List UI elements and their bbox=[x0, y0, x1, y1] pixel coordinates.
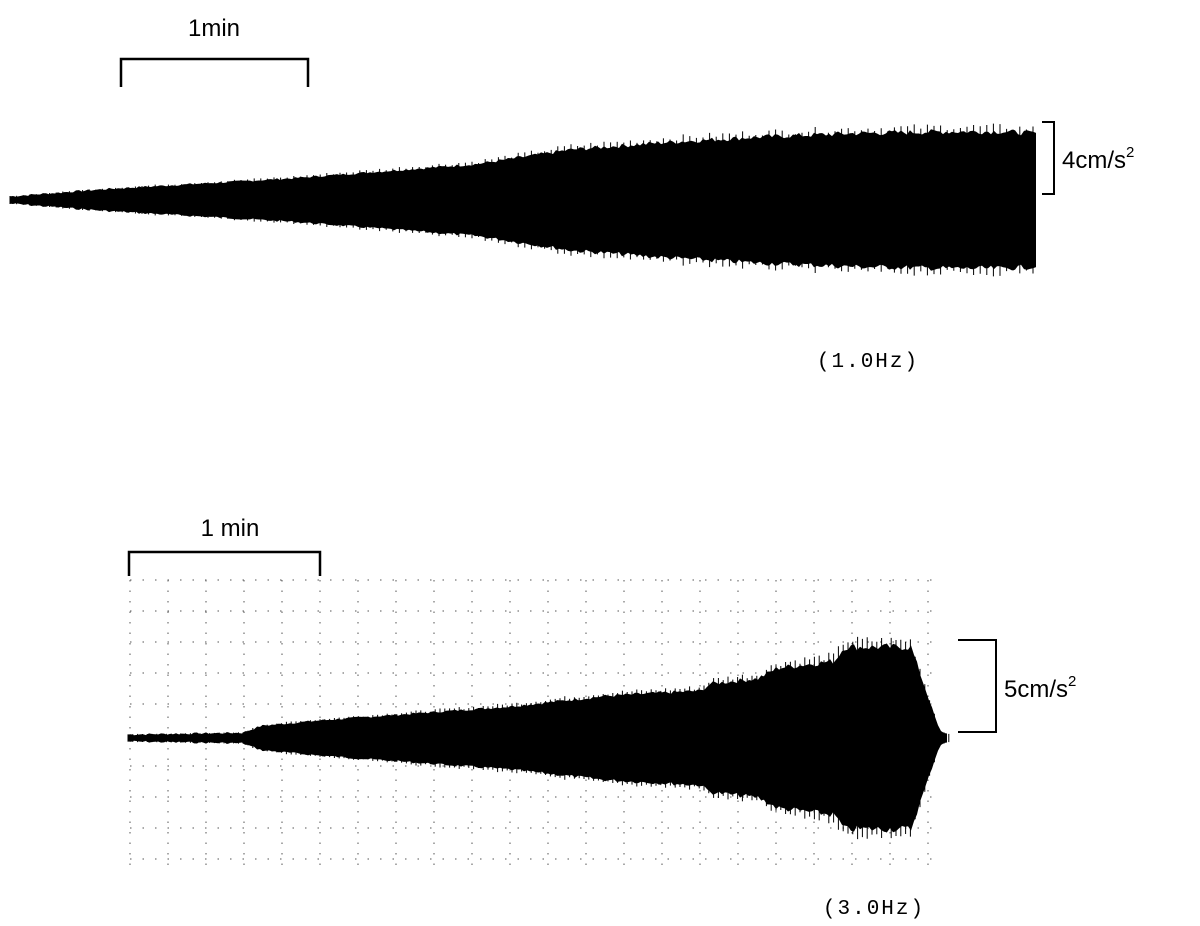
amplitude-scale-label-2: 5cm/s2 bbox=[1004, 673, 1076, 703]
panel-1hz: 1min 4cm/s2 (1.0Hz) bbox=[9, 15, 1134, 374]
time-scale-bar-2 bbox=[127, 550, 322, 576]
waveform-envelope bbox=[10, 129, 1036, 271]
waveform-1 bbox=[9, 123, 1036, 277]
time-scale-label-1: 1min bbox=[188, 15, 240, 42]
frequency-caption-2: (3.0Hz) bbox=[823, 898, 925, 921]
panel-3hz: 1 min 5cm/s2 (3.0Hz) bbox=[127, 515, 1076, 921]
time-scale-label-2: 1 min bbox=[201, 515, 260, 542]
amplitude-scale-label-1: 4cm/s2 bbox=[1062, 144, 1134, 174]
waveform-2 bbox=[127, 636, 950, 840]
time-scale-bar-1 bbox=[119, 57, 310, 87]
amplitude-scale-bar-2 bbox=[958, 639, 997, 733]
frequency-caption-1: (1.0Hz) bbox=[817, 351, 919, 374]
amplitude-scale-bar-1 bbox=[1042, 121, 1055, 195]
